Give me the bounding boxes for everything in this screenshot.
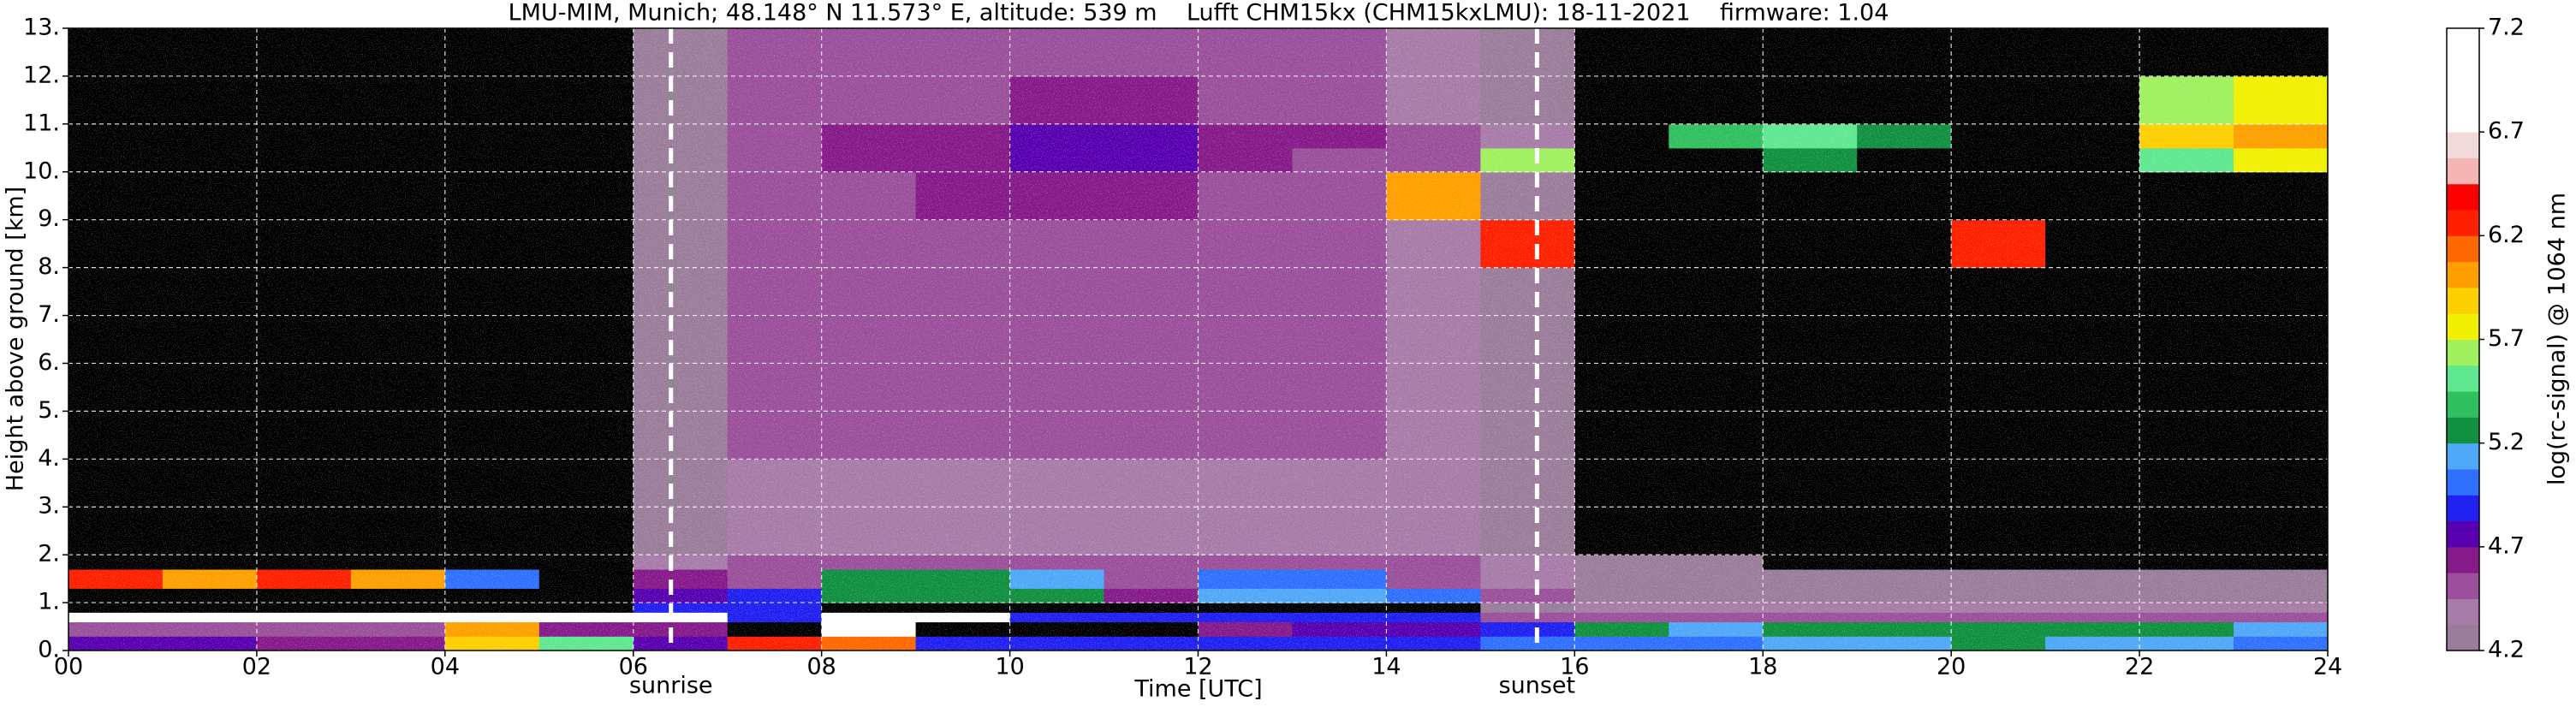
y-tick-label: 6. [38, 349, 60, 376]
annotation-label: sunset [1499, 673, 1576, 699]
colorbar-tick-label: 4.7 [2488, 532, 2525, 559]
colorbar-segment [2447, 391, 2479, 418]
colorbar-segment [2447, 287, 2479, 314]
x-tick-label: 18 [1748, 654, 1777, 680]
y-tick-label: 8. [38, 253, 60, 280]
x-tick-label: 20 [1936, 654, 1966, 680]
x-tick-label: 00 [54, 654, 83, 680]
x-tick-label: 08 [806, 654, 836, 680]
colorbar-tick-label: 5.7 [2488, 325, 2525, 352]
colorbar-segment [2447, 261, 2479, 288]
x-tick-label: 06 [619, 654, 648, 680]
y-tick-label: 2. [38, 541, 60, 567]
x-axis-label: Time [UTC] [1133, 676, 1262, 703]
colorbar-tick-label: 6.7 [2488, 118, 2525, 145]
y-tick-label: 10. [23, 157, 60, 184]
colorbar-segment [2447, 573, 2479, 599]
colorbar-segment [2447, 132, 2479, 158]
colorbar-tick-label: 6.2 [2488, 222, 2525, 248]
colorbar-label: log(rc-signal) @ 1064 nm [2544, 193, 2571, 485]
x-tick-label: 16 [1560, 654, 1589, 680]
colorbar-segment [2447, 105, 2479, 133]
y-tick-label: 5. [38, 397, 60, 424]
y-tick-label: 4. [38, 445, 60, 472]
y-tick-label: 9. [38, 205, 60, 232]
colorbar-segment [2447, 54, 2479, 81]
colorbar-tick-label: 5.2 [2488, 429, 2525, 455]
colorbar-segment [2447, 157, 2479, 185]
x-tick-label: 14 [1371, 654, 1401, 680]
y-tick-label: 3. [38, 493, 60, 520]
colorbar-tick-label: 7.2 [2488, 15, 2525, 41]
x-tick-label: 10 [995, 654, 1024, 680]
y-tick-label: 7. [38, 301, 60, 328]
x-tick-label: 02 [242, 654, 271, 680]
colorbar-segment [2447, 339, 2479, 366]
colorbar-segment [2447, 235, 2479, 263]
chart-title: LMU-MIM, Munich; 48.148° N 11.573° E, al… [509, 0, 1889, 27]
colorbar-segment [2447, 443, 2479, 470]
x-tick-label: 04 [431, 654, 460, 680]
colorbar-segment [2447, 313, 2479, 340]
y-tick-label: 11. [23, 110, 60, 136]
colorbar-segment [2447, 598, 2479, 626]
x-tick-label: 24 [2313, 654, 2342, 680]
colorbar-segment [2447, 468, 2479, 496]
colorbar-segment [2447, 365, 2479, 392]
y-tick-label: 12. [23, 62, 60, 88]
colorbar-segment [2447, 210, 2479, 236]
colorbar-segment [2447, 183, 2479, 211]
colorbar-segment [2447, 495, 2479, 522]
x-tick-label: 22 [2125, 654, 2154, 680]
y-axis-label: Height above ground [km] [3, 187, 29, 491]
plot-frame [68, 27, 2329, 651]
y-tick-label: 13. [23, 15, 60, 41]
colorbar-tick-label: 4.2 [2488, 637, 2525, 663]
annotation-label: sunrise [629, 673, 713, 699]
colorbar-segment [2447, 417, 2479, 444]
colorbar-segment [2447, 624, 2479, 651]
y-tick-label: 1. [38, 589, 60, 615]
colorbar-segment [2447, 520, 2479, 548]
colorbar-segment [2447, 546, 2479, 573]
colorbar [2447, 27, 2484, 651]
colorbar-segment [2447, 28, 2479, 55]
colorbar-segment [2447, 80, 2479, 107]
y-tick-label: 0. [38, 637, 60, 663]
colorbar-frame [2446, 27, 2480, 651]
x-tick-label: 12 [1183, 654, 1212, 680]
